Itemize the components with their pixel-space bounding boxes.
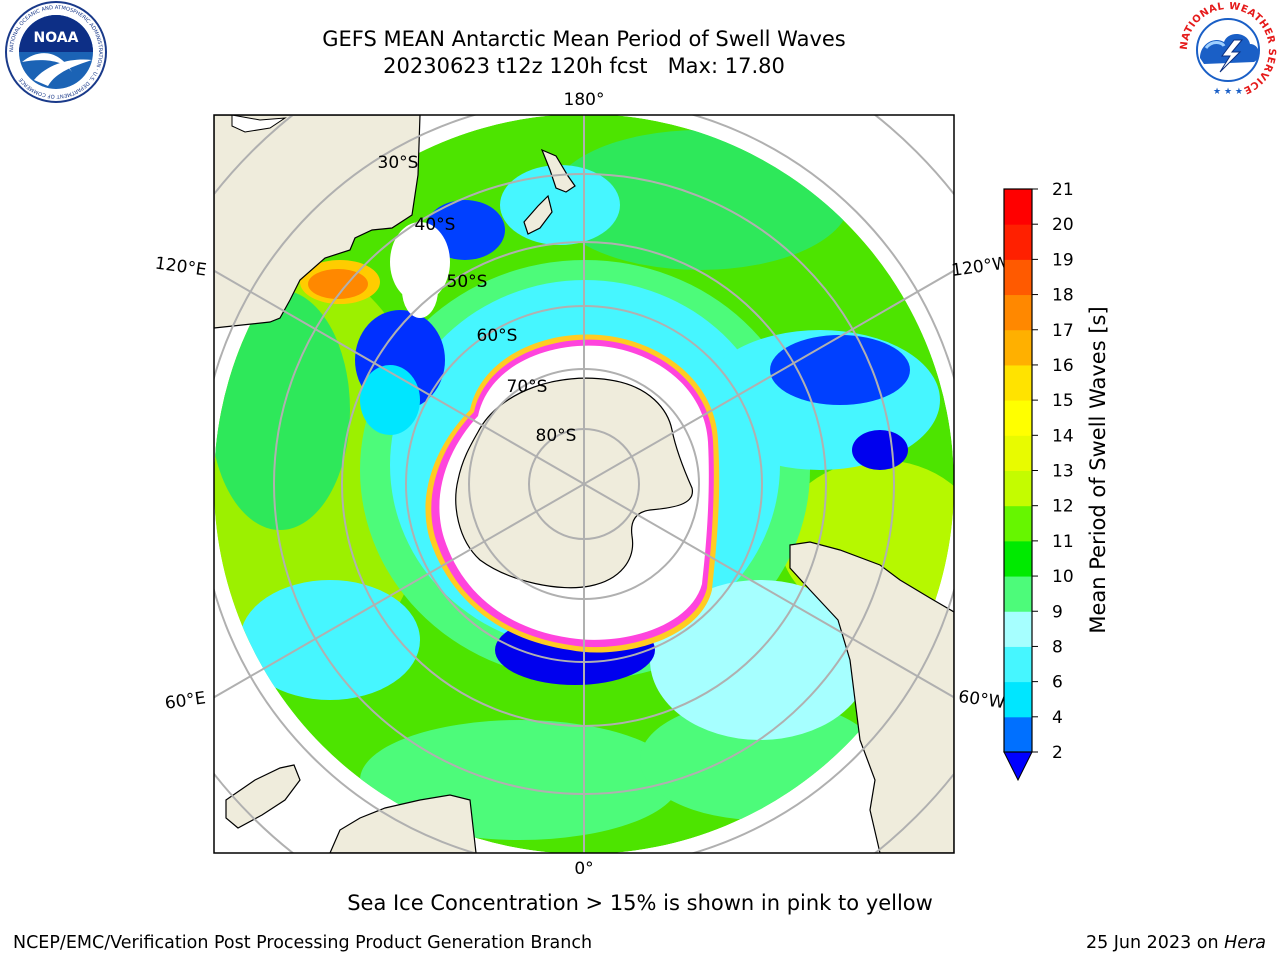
colorbar-tick-label: 16 (1052, 356, 1074, 376)
sea-ice-caption: Sea Ice Concentration > 15% is shown in … (347, 891, 933, 915)
colorbar-block (1004, 540, 1032, 577)
colorbar-block (1004, 435, 1032, 471)
lat-label-50s: 50°S (447, 272, 488, 292)
colorbar-tick-label: 21 (1052, 180, 1074, 200)
colorbar-tick-label: 18 (1052, 286, 1074, 306)
lon-label-120e: 120°E (154, 254, 208, 281)
land-south-america (789, 541, 954, 853)
colorbar-block (1004, 189, 1032, 225)
colorbar-tick-label: 12 (1052, 497, 1074, 517)
colorbar-block (1004, 364, 1032, 401)
graticule (214, 115, 954, 853)
colorbar-block (1004, 470, 1032, 507)
lon-label-180: 180° (564, 90, 605, 110)
colorbar-tick-label: 6 (1052, 673, 1063, 693)
colorbar-tick-label: 8 (1052, 637, 1063, 657)
chart-title: GEFS MEAN Antarctic Mean Period of Swell… (322, 26, 846, 80)
land-new-zealand (540, 148, 576, 193)
lat-label-60s: 60°S (477, 326, 518, 346)
lat-label-80s: 80°S (536, 426, 577, 446)
colorbar-block (1004, 294, 1032, 331)
title-line-1: GEFS MEAN Antarctic Mean Period of Swell… (322, 27, 846, 51)
colorbar-block (1004, 505, 1032, 542)
colorbar-block (1004, 576, 1032, 612)
colorbar: 2 4 6 8 9 10 11 12 13 14 15 16 17 18 19 20 21 (1003, 180, 1074, 782)
nws-logo: NATIONAL WEATHER SERVICE ★ ★ ★ (1179, 2, 1277, 97)
colorbar-label: Mean Period of Swell Waves [s] (1086, 306, 1110, 634)
land-australia (214, 115, 421, 329)
footer-host: Hera (1224, 933, 1266, 953)
colorbar-tick-label: 20 (1052, 215, 1074, 235)
lon-label-60w: 60°W (957, 687, 1006, 713)
colorbar-tick-label: 17 (1052, 321, 1074, 341)
colorbar-tick-label: 10 (1052, 567, 1074, 587)
lat-label-70s: 70°S (507, 377, 548, 397)
noaa-logo-text: NOAA (34, 30, 79, 46)
map-area (214, 115, 954, 853)
colorbar-block (1004, 329, 1032, 366)
colorbar-tick-label: 13 (1052, 462, 1074, 482)
lon-label-0: 0° (574, 859, 593, 879)
colorbar-block (1004, 224, 1032, 260)
colorbar-block (1004, 716, 1032, 753)
colorbar-block (1004, 646, 1032, 683)
footer-date: 25 Jun 2023 on Hera (1086, 933, 1266, 953)
colorbar-tick-label: 15 (1052, 391, 1074, 411)
land-madagascar (225, 764, 301, 829)
colorbar-tick-label: 2 (1052, 743, 1063, 763)
colorbar-tick-label: 4 (1052, 708, 1063, 728)
map-frame (213, 114, 955, 854)
colorbar-block (1004, 259, 1032, 296)
lon-label-60e: 60°E (164, 688, 207, 713)
colorbar-block (1004, 400, 1032, 436)
noaa-logo: NOAA NATIONAL OCEANIC AND ATMOSPHERIC AD… (5, 1, 107, 103)
lon-label-120w: 120°W (950, 253, 1010, 281)
svg-text:★ ★ ★: ★ ★ ★ (1213, 87, 1243, 97)
title-line-2: 20230623 t12z 120h fcst Max: 17.80 (383, 54, 785, 78)
colorbar-tick-label: 9 (1052, 602, 1063, 622)
colorbar-tick-label: 19 (1052, 250, 1074, 270)
footer-date-text: 25 Jun 2023 on (1085, 933, 1225, 953)
colorbar-tick-label: 14 (1052, 426, 1074, 446)
colorbar-extend-triangle (1003, 751, 1033, 782)
colorbar-tick-label: 11 (1052, 532, 1074, 552)
lat-label-30s: 30°S (378, 153, 419, 173)
colorbar-block (1004, 681, 1032, 718)
lat-label-40s: 40°S (415, 215, 456, 235)
footer-credit: NCEP/EMC/Verification Post Processing Pr… (13, 933, 593, 953)
colorbar-block (1004, 611, 1032, 647)
